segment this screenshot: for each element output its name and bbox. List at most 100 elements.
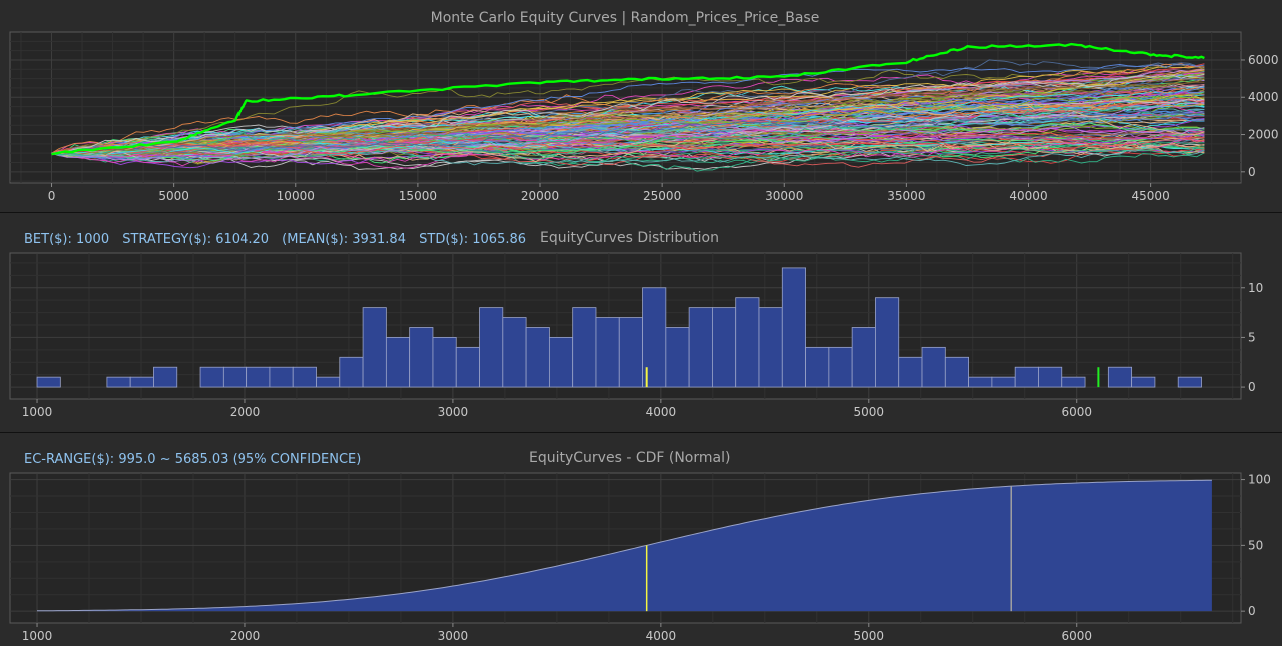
equity-curve-line bbox=[51, 78, 1205, 156]
cdf-panel: EC-RANGE($): 995.0 ~ 5685.03 (95% CONFID… bbox=[0, 433, 1282, 646]
equity-x-tick-label: 10000 bbox=[277, 189, 315, 203]
equity-y-tick-label: 4000 bbox=[1248, 90, 1279, 104]
histogram-bar bbox=[828, 346, 853, 388]
equity-curve-line bbox=[51, 105, 1205, 155]
histogram-bar bbox=[246, 366, 271, 388]
equity-curve-line bbox=[51, 146, 1205, 164]
equity-curves-chart: 0 5000 10000 15000 20000 25000 30000 35000 40000… bbox=[9, 31, 1279, 203]
histogram-bar bbox=[269, 366, 294, 388]
cdf-chart-title: EquityCurves - CDF (Normal) bbox=[529, 450, 731, 466]
histogram-bar bbox=[362, 307, 387, 388]
equity-curve-line bbox=[51, 143, 1205, 170]
distribution-histogram: 1000 2000 3000 4000 5000 6000 0 5 10 bbox=[9, 252, 1263, 419]
histogram-bar bbox=[222, 366, 248, 388]
equity-y-tick-label: 6000 bbox=[1248, 53, 1279, 67]
cdf-chart: 1000 2000 3000 4000 5000 6000 0 50 100 bbox=[9, 472, 1271, 643]
std-stat: STD($): 1065.86 bbox=[419, 232, 527, 247]
hist-x-tick-label: 1000 bbox=[22, 405, 53, 419]
equity-curves-group bbox=[51, 59, 1205, 172]
equity-x-tick-label: 15000 bbox=[399, 189, 437, 203]
ec-range-stat: EC-RANGE($): 995.0 ~ 5685.03 (95% CONFID… bbox=[24, 452, 362, 467]
histogram-bar bbox=[712, 307, 737, 388]
histogram-bar bbox=[805, 346, 830, 388]
histogram-bar bbox=[921, 346, 946, 388]
histogram-bar bbox=[758, 307, 783, 388]
distribution-chart-title: EquityCurves Distribution bbox=[540, 230, 719, 246]
equity-curve-line bbox=[51, 91, 1205, 156]
histogram-bar bbox=[968, 376, 993, 388]
equity-curves-panel: Monte Carlo Equity Curves | Random_Price… bbox=[0, 0, 1282, 212]
histogram-bar bbox=[199, 366, 224, 388]
cdf-y-tick-label: 50 bbox=[1248, 538, 1263, 552]
histogram-bar bbox=[1038, 366, 1063, 388]
equity-x-tick-label: 25000 bbox=[643, 189, 681, 203]
equity-x-tick-label: 35000 bbox=[887, 189, 925, 203]
cdf-y-tick-label: 0 bbox=[1248, 604, 1256, 618]
mean-stat: (MEAN($): 3931.84 bbox=[282, 232, 406, 247]
equity-y-tick-label: 0 bbox=[1248, 165, 1256, 179]
histogram-bar bbox=[1131, 376, 1156, 388]
equity-curve-line bbox=[51, 106, 1205, 156]
panel-divider bbox=[0, 212, 1282, 213]
cdf-x-tick-label: 5000 bbox=[854, 629, 885, 643]
panel-divider bbox=[0, 432, 1282, 433]
histogram-bar bbox=[455, 346, 480, 388]
cdf-x-tick-label: 1000 bbox=[22, 629, 53, 643]
equity-curve-line bbox=[51, 128, 1205, 157]
histogram-bar bbox=[944, 356, 969, 388]
histogram-bar bbox=[106, 376, 131, 388]
histogram-bar bbox=[875, 297, 900, 388]
equity-x-tick-label: 45000 bbox=[1132, 189, 1170, 203]
strategy-stat: STRATEGY($): 6104.20 bbox=[122, 232, 270, 247]
histogram-bar bbox=[1107, 366, 1133, 388]
histogram-bar bbox=[688, 307, 713, 388]
hist-y-tick-label: 0 bbox=[1248, 380, 1256, 394]
equity-x-tick-label: 0 bbox=[48, 189, 56, 203]
histogram-bar bbox=[781, 267, 806, 388]
distribution-stats: BET($): 1000 STRATEGY($): 6104.20 (MEAN(… bbox=[24, 232, 535, 247]
histogram-bar bbox=[502, 317, 527, 388]
equity-curve-line bbox=[51, 125, 1205, 164]
histogram-bar bbox=[898, 356, 923, 388]
histogram-bar bbox=[1014, 366, 1039, 388]
hist-x-tick-label: 3000 bbox=[438, 405, 469, 419]
equity-chart-title: Monte Carlo Equity Curves | Random_Price… bbox=[430, 10, 820, 26]
equity-curve-line bbox=[51, 136, 1205, 160]
cdf-x-tick-label: 3000 bbox=[438, 629, 469, 643]
histogram-bar bbox=[595, 317, 620, 388]
distribution-panel: BET($): 1000 STRATEGY($): 6104.20 (MEAN(… bbox=[0, 213, 1282, 432]
histogram-bar bbox=[548, 337, 574, 388]
cdf-x-tick-label: 4000 bbox=[646, 629, 677, 643]
equity-curve-line bbox=[51, 146, 1205, 162]
equity-curve-line bbox=[51, 81, 1205, 154]
histogram-bar bbox=[153, 366, 178, 388]
histogram-bar bbox=[316, 376, 341, 388]
cdf-y-tick-label: 100 bbox=[1248, 473, 1271, 487]
hist-x-tick-label: 2000 bbox=[230, 405, 261, 419]
equity-x-tick-label: 20000 bbox=[521, 189, 559, 203]
cdf-x-tick-label: 2000 bbox=[230, 629, 261, 643]
equity-curve-line bbox=[51, 110, 1205, 154]
equity-x-tick-label: 30000 bbox=[765, 189, 803, 203]
strategy-equity-curve bbox=[51, 42, 1205, 156]
equity-curve-line bbox=[51, 137, 1205, 156]
histogram-bar bbox=[479, 307, 504, 388]
hist-y-tick-label: 10 bbox=[1248, 281, 1263, 295]
histogram-bar bbox=[385, 337, 411, 388]
hist-x-tick-label: 6000 bbox=[1061, 405, 1092, 419]
equity-curve-line bbox=[51, 148, 1205, 166]
equity-curve-line bbox=[51, 87, 1205, 154]
equity-curve-line bbox=[51, 63, 1205, 154]
histogram-bar bbox=[851, 327, 876, 388]
histogram-bar bbox=[36, 376, 61, 388]
cdf-x-tick-label: 6000 bbox=[1061, 629, 1092, 643]
histogram-bar bbox=[1177, 376, 1202, 388]
histogram-bar bbox=[129, 376, 154, 388]
histogram-bar bbox=[409, 327, 434, 388]
histogram-bar bbox=[618, 317, 643, 388]
hist-x-tick-label: 4000 bbox=[646, 405, 677, 419]
histogram-bar bbox=[735, 297, 760, 388]
histogram-bar bbox=[432, 337, 457, 388]
equity-y-tick-label: 2000 bbox=[1248, 128, 1279, 142]
bet-stat: BET($): 1000 bbox=[24, 232, 110, 247]
